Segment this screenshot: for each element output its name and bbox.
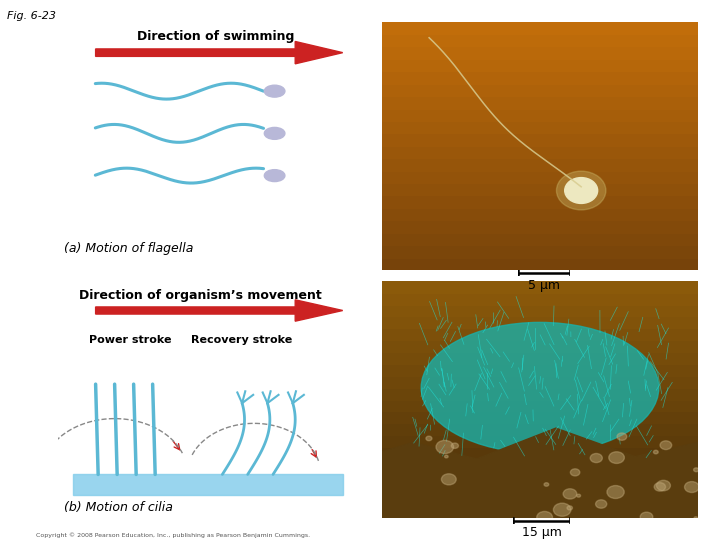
Circle shape [654,483,665,491]
Bar [382,58,698,71]
Bar [382,107,698,121]
Bar [382,375,698,388]
Bar [382,95,698,109]
Bar [382,422,698,435]
Bar [382,219,698,233]
Text: Copyright © 2008 Pearson Education, Inc., publishing as Pearson Benjamin Cumming: Copyright © 2008 Pearson Education, Inc.… [36,533,310,538]
Bar [382,132,698,146]
Bar [382,170,698,183]
Text: (a) Motion of flagella: (a) Motion of flagella [64,242,193,255]
Bar [382,145,698,158]
Bar [73,475,343,495]
Circle shape [654,450,658,454]
Bar [382,494,698,507]
Bar [382,157,698,171]
Circle shape [563,489,577,499]
Circle shape [577,494,580,497]
Bar [382,292,698,305]
Bar [382,182,698,195]
Circle shape [685,482,699,492]
Bar [382,45,698,59]
Circle shape [693,468,699,472]
Circle shape [557,171,606,210]
Circle shape [426,436,432,441]
Ellipse shape [264,85,285,97]
Bar [382,21,698,34]
Text: 5 μm: 5 μm [528,279,560,292]
Ellipse shape [264,127,285,139]
Bar [382,482,698,495]
Text: Direction of swimming: Direction of swimming [138,30,294,43]
Text: (b) Motion of cilia: (b) Motion of cilia [64,501,173,514]
Circle shape [609,452,624,463]
Bar [382,351,698,364]
Ellipse shape [264,170,285,181]
Circle shape [570,469,580,476]
Text: Direction of organism’s movement: Direction of organism’s movement [78,288,322,301]
Ellipse shape [421,322,659,453]
Polygon shape [382,428,698,518]
Bar [382,339,698,352]
Circle shape [640,512,653,522]
Bar [382,470,698,483]
Bar [382,303,698,316]
Bar [382,399,698,411]
Bar [382,83,698,96]
Bar [382,387,698,400]
Circle shape [441,474,456,485]
Circle shape [564,178,598,204]
Bar [382,232,698,245]
Bar [382,194,698,208]
Bar [382,363,698,376]
Bar [382,70,698,84]
Circle shape [444,455,448,458]
Bar [382,410,698,423]
Bar [382,244,698,258]
Polygon shape [96,42,343,64]
Text: 15 μm: 15 μm [521,526,562,539]
Bar [382,434,698,447]
Circle shape [536,511,552,523]
Circle shape [607,485,624,498]
Bar [382,256,698,270]
Circle shape [436,440,454,454]
Circle shape [694,517,698,519]
Bar [382,446,698,459]
Circle shape [617,433,627,440]
Circle shape [544,483,549,486]
Bar [382,33,698,46]
Bar [382,280,698,293]
Circle shape [657,480,670,491]
Bar [382,327,698,340]
Circle shape [451,443,459,448]
Bar [382,505,698,518]
Bar [382,315,698,328]
Circle shape [595,500,607,508]
Bar [382,120,698,133]
Circle shape [660,441,672,450]
Bar [382,207,698,220]
Circle shape [590,454,603,463]
Bar [382,458,698,471]
Text: Fig. 6-23: Fig. 6-23 [7,11,56,21]
Circle shape [567,506,572,510]
Text: Recovery stroke: Recovery stroke [191,335,292,345]
Circle shape [554,503,571,516]
Text: Power stroke: Power stroke [89,335,171,345]
Polygon shape [96,300,343,321]
